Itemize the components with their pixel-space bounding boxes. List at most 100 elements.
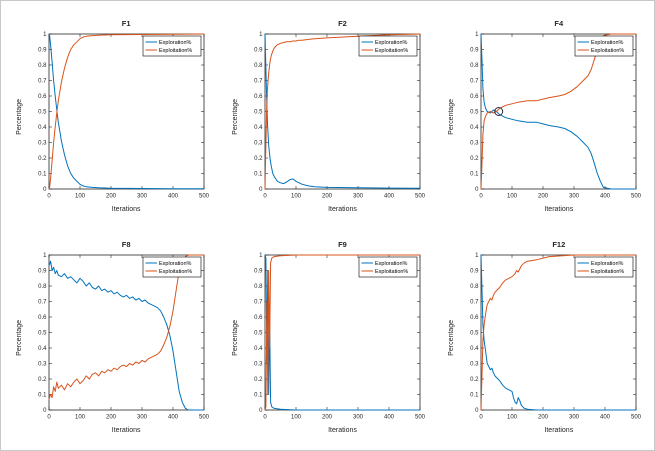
svg-text:0.6: 0.6: [470, 94, 479, 100]
plot-title-f8: F8: [121, 239, 131, 249]
svg-text:0.9: 0.9: [254, 268, 263, 274]
svg-text:0.4: 0.4: [254, 346, 263, 352]
svg-text:0.4: 0.4: [38, 346, 47, 352]
svg-text:0.1: 0.1: [254, 392, 263, 398]
svg-text:100: 100: [507, 414, 518, 420]
svg-text:0.5: 0.5: [470, 110, 479, 116]
svg-text:0.2: 0.2: [254, 377, 263, 383]
svg-text:0.8: 0.8: [38, 63, 47, 69]
svg-text:Exploitation%: Exploitation%: [159, 48, 192, 54]
plot-area-f8: 0 100 200 300 400 500 0 0.1 0.2 0.3 0.4 0.5 0.6 0.7 0.…: [38, 253, 209, 420]
svg-text:200: 200: [322, 414, 333, 420]
svg-text:Exploration%: Exploration%: [591, 40, 624, 46]
svg-text:500: 500: [199, 414, 209, 420]
svg-text:400: 400: [600, 194, 611, 200]
svg-text:0.5: 0.5: [254, 110, 263, 116]
svg-text:0.7: 0.7: [38, 299, 47, 305]
svg-text:Exploitation%: Exploitation%: [375, 269, 408, 275]
svg-text:0.3: 0.3: [470, 361, 479, 367]
svg-text:400: 400: [168, 414, 179, 420]
plot-title-f12: F12: [552, 239, 566, 249]
svg-text:500: 500: [631, 414, 641, 420]
svg-text:0.8: 0.8: [470, 63, 479, 69]
svg-text:0.3: 0.3: [254, 141, 263, 147]
svg-text:0: 0: [480, 194, 484, 200]
svg-text:0.5: 0.5: [38, 110, 47, 116]
svg-text:200: 200: [538, 414, 549, 420]
svg-text:0: 0: [259, 408, 263, 414]
svg-text:400: 400: [168, 194, 179, 200]
svg-text:0.4: 0.4: [470, 125, 479, 131]
svg-text:1: 1: [43, 253, 47, 259]
svg-text:0.2: 0.2: [38, 377, 47, 383]
svg-text:0.5: 0.5: [38, 330, 47, 336]
subplot-f9: F9 Percentage 0 100 200 300 400 500 0 0.1 0.2 0.3…: [230, 239, 425, 437]
svg-text:0.6: 0.6: [254, 315, 263, 321]
plot-title-f2: F2: [338, 19, 347, 29]
svg-text:0.9: 0.9: [38, 48, 47, 54]
svg-text:0.6: 0.6: [38, 94, 47, 100]
svg-text:0.7: 0.7: [38, 79, 47, 85]
svg-text:0: 0: [43, 408, 47, 414]
svg-text:100: 100: [75, 414, 86, 420]
svg-text:1: 1: [259, 32, 263, 38]
svg-text:0: 0: [259, 187, 263, 193]
y-axis-label-f4: Percentage: [448, 99, 456, 136]
y-axis-label-f8: Percentage: [15, 319, 23, 356]
svg-text:300: 300: [353, 194, 364, 200]
svg-text:0.8: 0.8: [38, 284, 47, 290]
svg-text:0.7: 0.7: [254, 299, 263, 305]
svg-text:0.6: 0.6: [470, 315, 479, 321]
svg-text:500: 500: [631, 194, 641, 200]
svg-text:300: 300: [353, 414, 364, 420]
svg-text:1: 1: [43, 32, 47, 38]
svg-text:Exploitation%: Exploitation%: [591, 48, 624, 54]
y-axis-label-f1: Percentage: [15, 99, 23, 136]
x-axis-label-f9: Iterations: [328, 426, 357, 434]
svg-text:0.2: 0.2: [470, 156, 479, 162]
svg-text:100: 100: [75, 194, 86, 200]
plot-area-f1: 0 100 200 300 400 500 0 0.1 0.2 0.3 0.4 0.5 0.6 0.7 0.…: [38, 32, 209, 200]
subplot-f12: F12 Percentage 0 100 200 300 400 500 0 0.1 0.2 0.…: [446, 239, 641, 437]
svg-text:0.3: 0.3: [38, 141, 47, 147]
svg-text:0: 0: [475, 187, 479, 193]
svg-text:0.4: 0.4: [470, 346, 479, 352]
svg-text:400: 400: [384, 194, 395, 200]
svg-text:Exploitation%: Exploitation%: [375, 48, 408, 54]
svg-text:Exploration%: Exploration%: [159, 40, 192, 46]
svg-text:1: 1: [475, 32, 479, 38]
svg-text:1: 1: [475, 253, 479, 259]
svg-text:Exploration%: Exploration%: [591, 261, 624, 267]
svg-text:200: 200: [538, 194, 549, 200]
svg-text:400: 400: [600, 414, 611, 420]
svg-text:0.3: 0.3: [470, 141, 479, 147]
svg-text:0.8: 0.8: [254, 63, 263, 69]
svg-text:Exploitation%: Exploitation%: [591, 269, 624, 275]
svg-text:0: 0: [47, 414, 51, 420]
svg-text:0.9: 0.9: [470, 268, 479, 274]
svg-text:0.2: 0.2: [254, 156, 263, 162]
y-axis-label-f2: Percentage: [231, 99, 239, 136]
plot-area-f2: 0 100 200 300 400 500 0 0.1 0.2 0.3 0.4 0.5 0.6 0.7 0.…: [254, 32, 425, 200]
subplot-f2: F2 Percentage 0 100 200 300 400 500 0 0.1 0.2 0.3…: [230, 18, 425, 216]
subplot-f1: F1 Percentage 0 100 200 300 400 500 0 0.1 0.2 0.3…: [14, 18, 209, 216]
plot-area-f4: 0 100 200 300 400 500 0 0.1 0.2 0.3 0.4 0.5 0.6 0.7 0.…: [470, 32, 641, 200]
svg-text:0.4: 0.4: [38, 125, 47, 131]
svg-text:100: 100: [291, 194, 302, 200]
svg-text:100: 100: [507, 194, 518, 200]
svg-text:500: 500: [415, 194, 425, 200]
svg-text:0.1: 0.1: [254, 172, 263, 178]
svg-text:0.9: 0.9: [38, 268, 47, 274]
plot-area-f12: 0 100 200 300 400 500 0 0.1 0.2 0.3 0.4 0.5 0.6 0.7 0.…: [470, 253, 641, 420]
svg-text:0.5: 0.5: [470, 330, 479, 336]
svg-text:400: 400: [384, 414, 395, 420]
plot-area-f9: 0 100 200 300 400 500 0 0.1 0.2 0.3 0.4 0.5 0.6 0.7 0.…: [254, 253, 425, 420]
svg-text:300: 300: [569, 194, 580, 200]
svg-text:0.2: 0.2: [38, 156, 47, 162]
svg-text:200: 200: [322, 194, 333, 200]
y-axis-label-f9: Percentage: [231, 319, 239, 356]
svg-text:100: 100: [291, 414, 302, 420]
plot-title-f1: F1: [121, 19, 131, 29]
svg-text:0: 0: [263, 414, 267, 420]
